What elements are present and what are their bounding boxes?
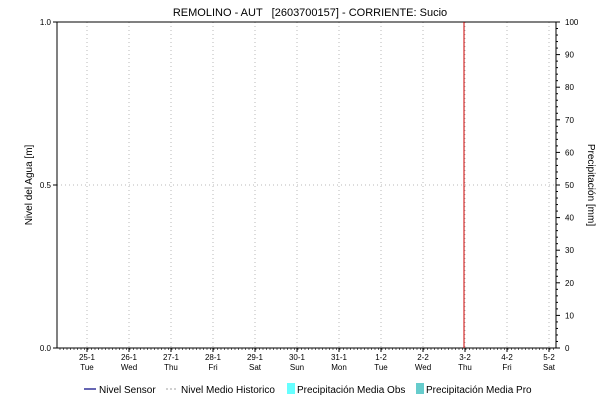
y2-tick-label: 50 bbox=[565, 181, 574, 190]
x-tick-label: 29-1 bbox=[247, 353, 264, 362]
y2-tick-label: 60 bbox=[565, 148, 574, 157]
y-axis-label: Nivel del Agua [m] bbox=[24, 144, 35, 225]
legend: Nivel Sensor Nivel Medio Historico Precipi… bbox=[84, 383, 532, 396]
x-tick-day-label: Fri bbox=[502, 363, 512, 372]
x-tick-day-label: Fri bbox=[208, 363, 218, 372]
chart-title: REMOLINO - AUT [2603700157] - CORRIENTE:… bbox=[173, 7, 447, 19]
x-tick-day-label: Mon bbox=[331, 363, 347, 372]
legend-swatch-precipitacion bbox=[287, 383, 295, 394]
legend-label: Precipitación Media Pro bbox=[426, 385, 532, 396]
y-tick-label: 0.0 bbox=[40, 344, 52, 353]
x-tick-label: 27-1 bbox=[163, 353, 180, 362]
y2-tick-label: 10 bbox=[565, 311, 574, 320]
x-tick-day-label: Sat bbox=[249, 363, 262, 372]
legend-label: Precipitación Media Obs bbox=[297, 385, 405, 396]
x-tick-day-label: Thu bbox=[164, 363, 178, 372]
y-tick-label: 1.0 bbox=[40, 18, 52, 27]
y2-tick-label: 30 bbox=[565, 246, 574, 255]
x-tick-day-label: Wed bbox=[121, 363, 137, 372]
x-tick-label: 4-2 bbox=[501, 353, 513, 362]
y2-tick-label: 90 bbox=[565, 51, 574, 60]
x-tick-day-label: Tue bbox=[80, 363, 94, 372]
y2-tick-label: 40 bbox=[565, 214, 574, 223]
x-tick-label: 28-1 bbox=[205, 353, 222, 362]
x-tick-label: 31-1 bbox=[331, 353, 348, 362]
x-tick-label: 2-2 bbox=[417, 353, 429, 362]
x-tick-label: 25-1 bbox=[79, 353, 96, 362]
plot-area: 0.00.51.0010203040506070809010025-1Tue26… bbox=[40, 18, 579, 372]
x-tick-day-label: Thu bbox=[458, 363, 472, 372]
legend-label: Nivel Sensor bbox=[99, 385, 156, 396]
x-tick-label: 26-1 bbox=[121, 353, 138, 362]
y2-axis-label: Precipitación [mm] bbox=[585, 144, 596, 226]
x-tick-label: 5-2 bbox=[543, 353, 555, 362]
legend-swatch-precipitacion bbox=[416, 383, 424, 394]
x-tick-day-label: Tue bbox=[374, 363, 388, 372]
y2-tick-label: 0 bbox=[565, 344, 570, 353]
y2-tick-label: 20 bbox=[565, 279, 574, 288]
x-tick-day-label: Wed bbox=[415, 363, 431, 372]
x-tick-day-label: Sat bbox=[543, 363, 556, 372]
y2-tick-label: 100 bbox=[565, 18, 579, 27]
y-tick-label: 0.5 bbox=[40, 181, 52, 190]
x-tick-label: 1-2 bbox=[375, 353, 387, 362]
y2-tick-label: 70 bbox=[565, 116, 574, 125]
x-tick-label: 30-1 bbox=[289, 353, 306, 362]
x-tick-label: 3-2 bbox=[459, 353, 471, 362]
y2-tick-label: 80 bbox=[565, 83, 574, 92]
x-tick-day-label: Sun bbox=[290, 363, 304, 372]
legend-label: Nivel Medio Historico bbox=[181, 385, 275, 396]
